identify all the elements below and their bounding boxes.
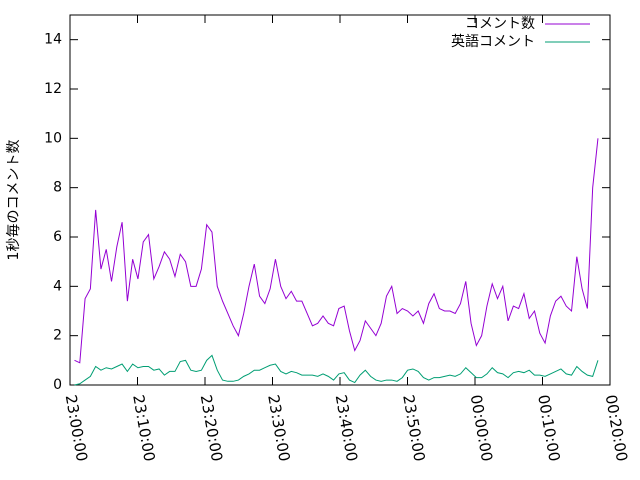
x-tick-label: 23:40:00 — [332, 393, 361, 462]
y-tick-label: 10 — [44, 130, 62, 146]
y-tick-label: 4 — [53, 278, 62, 294]
x-tick-label: 23:10:00 — [129, 393, 158, 462]
x-tick-label: 00:20:00 — [602, 393, 631, 462]
x-tick-label: 23:30:00 — [264, 393, 293, 462]
x-tick-label: 00:10:00 — [534, 393, 563, 462]
x-tick-label: 23:50:00 — [399, 393, 428, 462]
y-tick-label: 12 — [44, 81, 62, 97]
y-tick-label: 8 — [53, 180, 62, 196]
y-tick-label: 2 — [53, 328, 62, 344]
y-tick-label: 14 — [44, 32, 62, 48]
y-tick-label: 6 — [53, 229, 62, 245]
y-axis-label: 1秒毎のコメント数 — [6, 140, 22, 261]
x-tick-label: 23:00:00 — [62, 393, 91, 462]
series-line — [74, 354, 599, 386]
legend-label: 英語コメント — [451, 33, 535, 50]
x-tick-label: 23:20:00 — [197, 393, 226, 462]
series-line — [74, 138, 599, 364]
plot-frame — [69, 14, 611, 386]
y-tick-label: 0 — [53, 377, 62, 393]
x-tick-label: 00:00:00 — [467, 393, 496, 462]
legend-label: コメント数 — [465, 16, 535, 32]
